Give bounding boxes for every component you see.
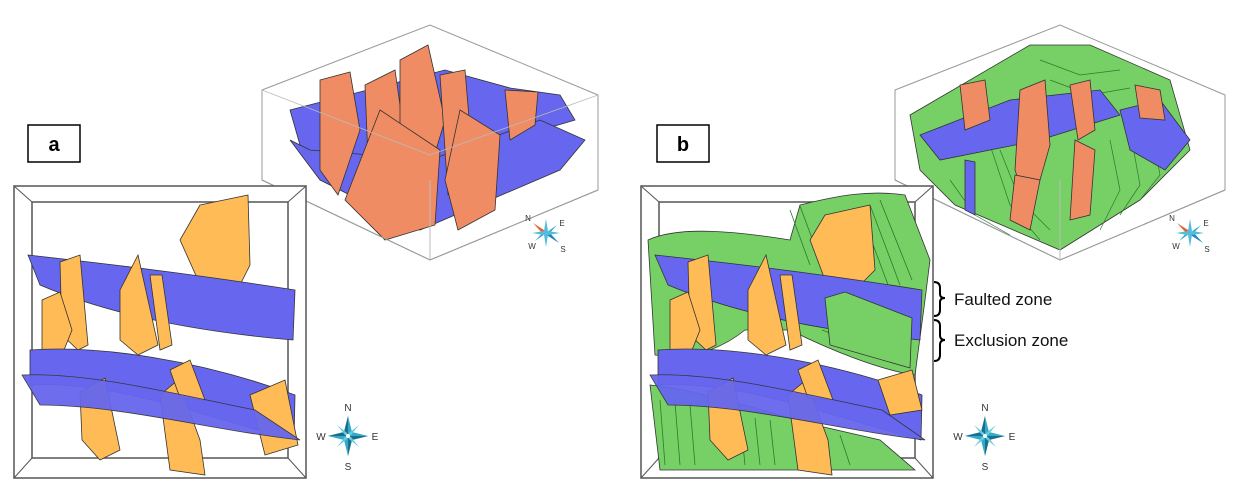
orange-fault-3d [1069,139,1096,221]
blue-fault-map [649,374,926,441]
svg-text:S: S [560,245,565,254]
orange-fault-map [779,274,803,351]
svg-text:N: N [525,214,531,223]
exclusion-zone-bracket [933,319,946,362]
orange-fault-3d [1009,174,1041,231]
panel-a-3d-block [261,24,599,261]
svg-text:S: S [982,462,989,473]
orange-fault-3d [1069,79,1096,141]
svg-text:E: E [372,432,379,443]
panel-b-3d-block [894,24,1226,261]
orange-fault-map [877,369,923,416]
panel-a-map [13,185,307,479]
exclusion-zone-label: Exclusion zone [954,331,1068,350]
orange-fault-map [41,291,73,361]
svg-text:S: S [345,462,352,473]
panel-b: b [640,24,1226,479]
orange-fault-3d [344,109,441,241]
orange-fault-3d [1134,84,1166,121]
panel-a: a [13,24,599,479]
orange-fault-map [747,253,787,356]
svg-text:E: E [559,219,564,228]
panel-a-label: a [27,124,81,163]
orange-fault-map [119,253,159,356]
svg-text:N: N [981,403,988,414]
orange-fault-3d [444,109,501,231]
svg-text:E: E [1203,219,1208,228]
panel-a-label-text: a [48,134,60,156]
svg-text:E: E [1009,432,1016,443]
orange-fault-map [669,291,701,361]
svg-text:S: S [1204,245,1209,254]
compass-rose-icon: N E S W [316,403,378,473]
svg-text:W: W [1172,242,1180,251]
faulted-zone-label: Faulted zone [954,290,1052,309]
orange-fault-3d [504,89,539,141]
panel-b-label: b [656,124,710,163]
blue-fault-3d [964,159,976,216]
panel-b-map [640,185,934,479]
faulted-zone-bracket [933,281,946,317]
svg-text:W: W [953,432,963,443]
orange-fault-3d [959,79,991,131]
green-horizon-map [824,291,913,369]
blue-fault-map [21,374,301,441]
compass-rose-icon: N E S W [953,403,1015,473]
compass-rose-icon: N E S W [1169,214,1210,254]
panel-b-label-text: b [677,134,689,156]
svg-text:W: W [316,432,326,443]
svg-text:N: N [1169,214,1175,223]
orange-fault-map [149,274,173,351]
orange-fault-3d [319,71,361,196]
zone-annotations: Faulted zone Exclusion zone [933,281,1068,362]
svg-text:W: W [528,242,536,251]
compass-rose-icon: N E S W [525,214,566,254]
svg-text:N: N [344,403,351,414]
